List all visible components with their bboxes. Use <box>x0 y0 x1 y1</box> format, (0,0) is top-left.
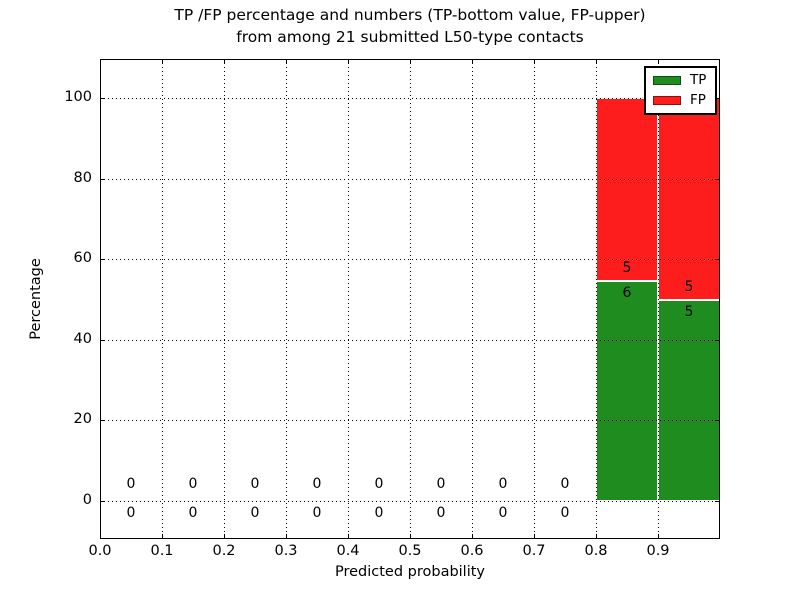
tp-count-label: 0 <box>436 505 446 521</box>
fp-count-label: 0 <box>250 476 260 492</box>
tp-count-label: 0 <box>498 505 508 521</box>
x-tick-label: 0.3 <box>274 543 298 559</box>
gridline-v <box>224 59 225 539</box>
tp-count-label: 5 <box>684 303 694 320</box>
fp-count-label: 0 <box>560 476 570 492</box>
x-tick-label: 0.5 <box>398 543 422 559</box>
chart-title-line2: from among 21 submitted L50-type contact… <box>236 28 584 46</box>
x-tick-mark <box>472 59 473 64</box>
x-tick-mark <box>658 534 659 539</box>
gridline-v <box>286 59 287 539</box>
legend-item-label: FP <box>690 92 706 108</box>
x-tick-label: 0.6 <box>460 543 484 559</box>
tp-count-label: 0 <box>374 505 384 521</box>
x-tick-mark <box>410 59 411 64</box>
x-tick-mark <box>162 59 163 64</box>
gridline-v <box>162 59 163 539</box>
x-tick-mark <box>162 534 163 539</box>
y-tick-mark <box>100 178 105 180</box>
gridline-v <box>596 59 597 539</box>
y-tick-label: 60 <box>73 250 92 267</box>
gridline-v <box>534 59 535 539</box>
y-tick-mark <box>715 98 720 99</box>
y-tick-mark <box>715 501 720 502</box>
tp-bar-segment <box>658 299 720 501</box>
x-tick-mark <box>534 534 535 539</box>
chart-title-line1: TP /FP percentage and numbers (TP-bottom… <box>174 6 646 24</box>
gridline-v <box>348 59 349 539</box>
y-tick-label: 80 <box>73 169 92 186</box>
tp-count-label: 6 <box>622 285 632 302</box>
y-tick-mark <box>100 259 105 261</box>
legend: TP FP <box>644 66 718 115</box>
x-tick-mark <box>100 534 101 539</box>
tp-count-label: 0 <box>188 505 198 521</box>
tp-count-label: 0 <box>250 505 260 521</box>
x-tick-label: 0.7 <box>522 543 546 559</box>
fp-count-label: 0 <box>312 476 322 492</box>
x-tick-mark <box>286 534 287 539</box>
x-tick-mark <box>100 59 101 64</box>
x-tick-label: 0.8 <box>584 543 608 559</box>
x-tick-mark <box>534 59 535 64</box>
x-tick-mark <box>348 534 349 539</box>
y-tick-label: 40 <box>73 330 92 347</box>
x-tick-mark <box>348 59 349 64</box>
y-tick-mark <box>100 420 105 422</box>
fp-count-label: 0 <box>188 476 198 492</box>
fp-bar-segment <box>596 98 658 282</box>
x-tick-mark <box>410 534 411 539</box>
x-tick-label: 0.4 <box>336 543 360 559</box>
y-tick-mark <box>715 259 720 261</box>
legend-item-label: TP <box>690 72 707 88</box>
gridline-v <box>658 59 659 539</box>
fp-count-label: 5 <box>622 260 632 277</box>
x-tick-label: 0.2 <box>212 543 236 559</box>
tp-count-label: 0 <box>560 505 570 521</box>
fp-legend-swatch <box>653 96 681 105</box>
gridline-v <box>410 59 411 539</box>
x-tick-mark <box>224 534 225 539</box>
y-tick-label: 20 <box>73 411 92 428</box>
tp-bar-segment <box>596 281 658 501</box>
fp-count-label: 0 <box>126 476 136 492</box>
y-tick-label: 0 <box>82 492 92 508</box>
y-tick-mark <box>100 98 105 99</box>
y-tick-label: 100 <box>64 89 92 105</box>
x-tick-mark <box>658 59 659 64</box>
y-tick-mark <box>715 420 720 422</box>
tp-legend-swatch <box>653 76 681 85</box>
tp-count-label: 0 <box>126 505 136 521</box>
y-tick-mark <box>715 339 720 341</box>
fp-count-label: 0 <box>436 476 446 492</box>
gridline-v <box>472 59 473 539</box>
x-tick-label: 0.1 <box>150 543 174 559</box>
x-tick-mark <box>224 59 225 64</box>
x-tick-mark <box>286 59 287 64</box>
fp-bar-segment <box>658 98 720 300</box>
y-axis-label: Percentage <box>28 258 44 340</box>
x-tick-mark <box>596 534 597 539</box>
legend-item: TP <box>653 72 707 88</box>
legend-item: FP <box>653 92 706 108</box>
x-tick-mark <box>472 534 473 539</box>
x-tick-label: 0.9 <box>646 543 670 559</box>
x-axis-label: Predicted probability <box>334 564 486 580</box>
y-tick-mark <box>100 339 105 341</box>
fp-count-label: 5 <box>684 278 694 295</box>
fp-count-label: 0 <box>498 476 508 492</box>
y-tick-mark <box>100 501 105 502</box>
fp-count-label: 0 <box>374 476 384 492</box>
tp-count-label: 0 <box>312 505 322 521</box>
plot-area: TP FP 0.0 0.1 0.2 0.3 0.4 0.5 0.6 0.7 0.8 0.9 0 20 40… <box>64 59 720 559</box>
chart-title: TP /FP percentage and numbers (TP-bottom… <box>100 4 720 48</box>
y-tick-mark <box>715 178 720 180</box>
x-tick-label: 0.0 <box>88 543 112 559</box>
x-tick-mark <box>596 59 597 64</box>
